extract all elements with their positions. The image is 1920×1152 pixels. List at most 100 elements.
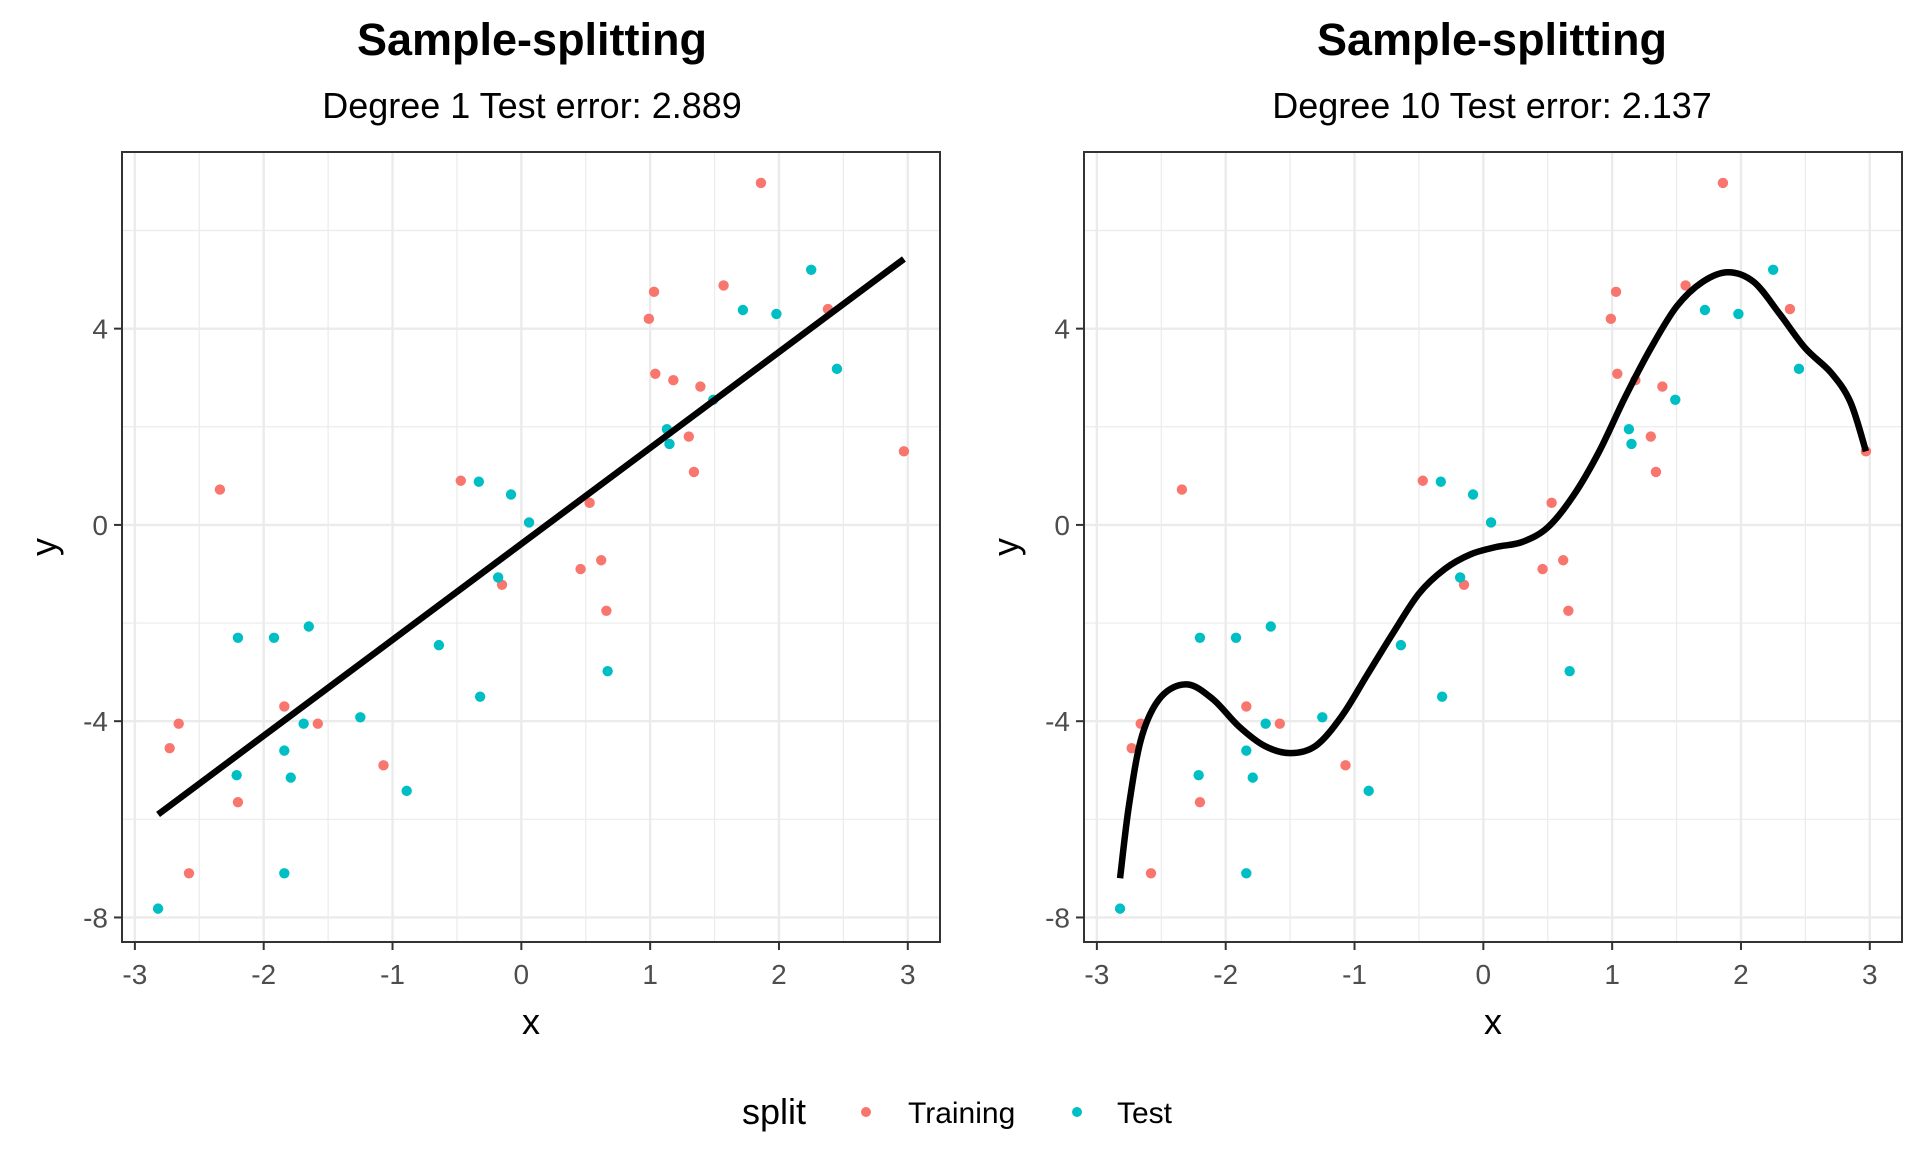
point-test [1564,665,1575,677]
legend-label-training: Training [908,1097,1015,1130]
point-test [279,745,290,756]
point-training [312,718,324,729]
x-tick-label: -1 [380,959,405,990]
point-test [1485,517,1497,528]
point-test [1623,424,1635,435]
legend-label-test: Test [1117,1097,1173,1130]
point-training [575,563,586,575]
y-tick-label: 0 [92,510,108,541]
point-test [1230,632,1242,643]
point-test [1363,785,1374,797]
panel-subtitle: Degree 10 Test error: 2.137 [1272,85,1712,126]
point-test [1247,772,1258,783]
point-test [1194,632,1206,643]
point-test [268,632,280,643]
point-training [173,718,184,729]
x-tick-label: -3 [122,959,147,990]
point-training [1605,313,1617,325]
panel-degree-1: Sample-splitting Degree 1 Test error: 2.… [23,14,941,1042]
point-test [1454,572,1466,583]
point-training [1563,605,1574,616]
point-training [688,466,700,478]
y-tick-label: -4 [1045,706,1070,737]
x-tick-label: -1 [1342,959,1367,990]
x-tick-label: -2 [1213,959,1238,990]
y-tick-label: -4 [83,706,108,737]
point-test [523,517,535,528]
point-training [1537,563,1548,575]
y-tick-label: -8 [83,902,108,933]
point-test [1626,438,1637,450]
point-test [805,264,817,275]
point-training [1610,286,1622,298]
point-training [1645,431,1657,442]
point-test [433,639,445,651]
x-tick-label: 3 [1862,959,1878,990]
point-test [1114,903,1126,914]
point-training [668,374,679,386]
point-test [232,632,244,643]
legend: split Training Test [742,1091,1173,1132]
point-test [401,785,412,797]
point-test [285,772,296,783]
point-test [1395,639,1407,651]
point-training [279,701,290,712]
panel-title: Sample-splitting [1317,14,1667,65]
point-test [152,903,164,914]
panel-background [122,152,940,942]
y-tick-label: 4 [92,314,108,345]
point-training [164,742,175,754]
point-training [1680,280,1691,291]
point-training [1274,718,1286,729]
point-test [1733,308,1744,320]
legend-title: split [742,1091,806,1132]
panel-border [1083,151,1903,943]
point-test [473,476,485,487]
point-test [1436,691,1448,702]
y-axis-label: y [985,538,1026,556]
x-tick-label: 0 [1476,959,1492,990]
point-training [584,497,595,509]
point-test [602,665,613,677]
point-training [1784,303,1796,315]
point-test [771,308,782,320]
point-training [183,868,195,879]
point-test [298,718,309,729]
point-training [1340,760,1351,771]
point-training [1558,555,1569,566]
point-test [231,769,242,781]
point-training [718,280,729,291]
point-training [232,796,244,808]
point-training [755,177,767,189]
point-test [1317,712,1328,723]
x-tick-label: -3 [1084,959,1109,990]
point-training [648,286,660,298]
point-test [1435,476,1447,487]
panel-degree-10: Sample-splitting Degree 10 Test error: 2… [985,14,1903,1042]
point-training [1650,466,1662,478]
point-test [1699,304,1711,316]
point-test [474,691,486,702]
point-training [378,760,389,771]
x-tick-label: 1 [642,959,658,990]
y-axis-label: y [23,538,64,556]
point-training [683,431,695,442]
plot-area: -3 -2 -1 0 1 2 3 -8 -4 0 4 [83,151,941,990]
point-training [1145,868,1157,879]
point-training [1657,381,1668,392]
point-test [1467,489,1479,500]
y-tick-label: -8 [1045,902,1070,933]
point-training [1717,177,1729,189]
point-test [505,489,517,500]
point-training [643,313,655,325]
x-tick-label: 3 [900,959,916,990]
x-tick-label: -2 [251,959,276,990]
point-test [279,868,290,879]
point-test [1241,868,1252,879]
point-test [1793,363,1805,375]
point-training [214,484,226,495]
point-training [1612,368,1623,379]
x-tick-label: 0 [514,959,530,990]
point-test [1767,264,1779,275]
